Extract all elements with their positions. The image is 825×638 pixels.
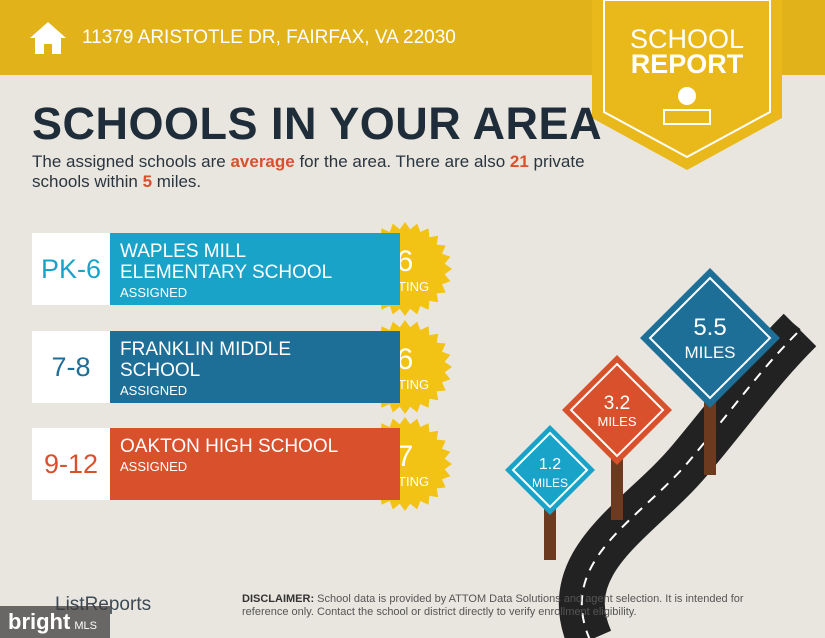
sign	[562, 355, 672, 465]
school-name: OAKTON HIGH SCHOOL	[120, 436, 339, 457]
disclaimer-label: DISCLAIMER:	[242, 593, 315, 605]
watermark-brand: bright	[8, 609, 71, 634]
grade: 7-8	[32, 331, 110, 403]
sign-post	[611, 455, 623, 520]
highlight: average	[230, 152, 295, 171]
badge-border	[603, 0, 771, 159]
apple-icon	[678, 87, 696, 105]
address: 11379 ARISTOTLE DR, FAIRFAX, VA 22030	[82, 27, 456, 48]
watermark-sub: MLS	[74, 620, 97, 632]
book-icon	[663, 109, 711, 125]
school-band: OAKTON HIGH SCHOOL ASSIGNED	[110, 428, 400, 500]
grade: PK-6	[32, 233, 110, 305]
text: miles.	[152, 172, 202, 191]
disclaimer-text: School data is provided by ATTOM Data So…	[242, 593, 744, 618]
sign-border	[648, 276, 772, 400]
school-band: FRANKLIN MIDDLE SCHOOL ASSIGNED	[110, 331, 400, 403]
badge	[592, 0, 782, 170]
title: SCHOOLS IN YOUR AREA	[32, 98, 603, 149]
sign-post	[544, 505, 556, 560]
grade: 9-12	[32, 428, 110, 500]
highlight: 5	[142, 172, 153, 191]
school-name: FRANKLIN MIDDLE SCHOOL	[120, 339, 292, 381]
school-band: WAPLES MILL ELEMENTARY SCHOOL ASSIGNED	[110, 233, 400, 305]
disclaimer: DISCLAIMER: School data is provided by A…	[242, 593, 787, 619]
sign	[505, 425, 595, 515]
school-name: WAPLES MILL ELEMENTARY SCHOOL	[120, 241, 333, 283]
watermark: bright MLS	[0, 606, 110, 638]
rating: 6	[397, 343, 414, 376]
sign-unit: MILES	[597, 414, 636, 429]
sign-distance: 5.5	[693, 314, 726, 341]
sign-distance: 1.2	[539, 456, 561, 473]
text: The assigned schools are	[32, 152, 231, 171]
sign-border	[511, 431, 589, 509]
rating: 7	[397, 440, 414, 473]
sign-distance: 3.2	[604, 393, 630, 414]
highlight: 21	[509, 152, 529, 171]
badge-line2: REPORT	[631, 49, 744, 79]
road-end	[789, 321, 801, 331]
summary: The assigned schools are average for the…	[32, 152, 592, 192]
rating: 6	[397, 245, 414, 278]
sign-unit: MILES	[684, 343, 735, 362]
sign-unit: MILES	[532, 476, 568, 490]
sign-border	[569, 362, 665, 458]
sign-post	[704, 395, 716, 475]
road-line	[580, 329, 801, 638]
school-status: ASSIGNED	[120, 383, 188, 398]
text: for the area. There are also	[294, 152, 510, 171]
school-status: ASSIGNED	[120, 459, 188, 474]
sign	[640, 268, 780, 408]
home-icon	[30, 22, 66, 54]
badge-line1: SCHOOL	[630, 24, 744, 54]
school-status: ASSIGNED	[120, 285, 188, 300]
text: private schools within	[32, 152, 585, 191]
